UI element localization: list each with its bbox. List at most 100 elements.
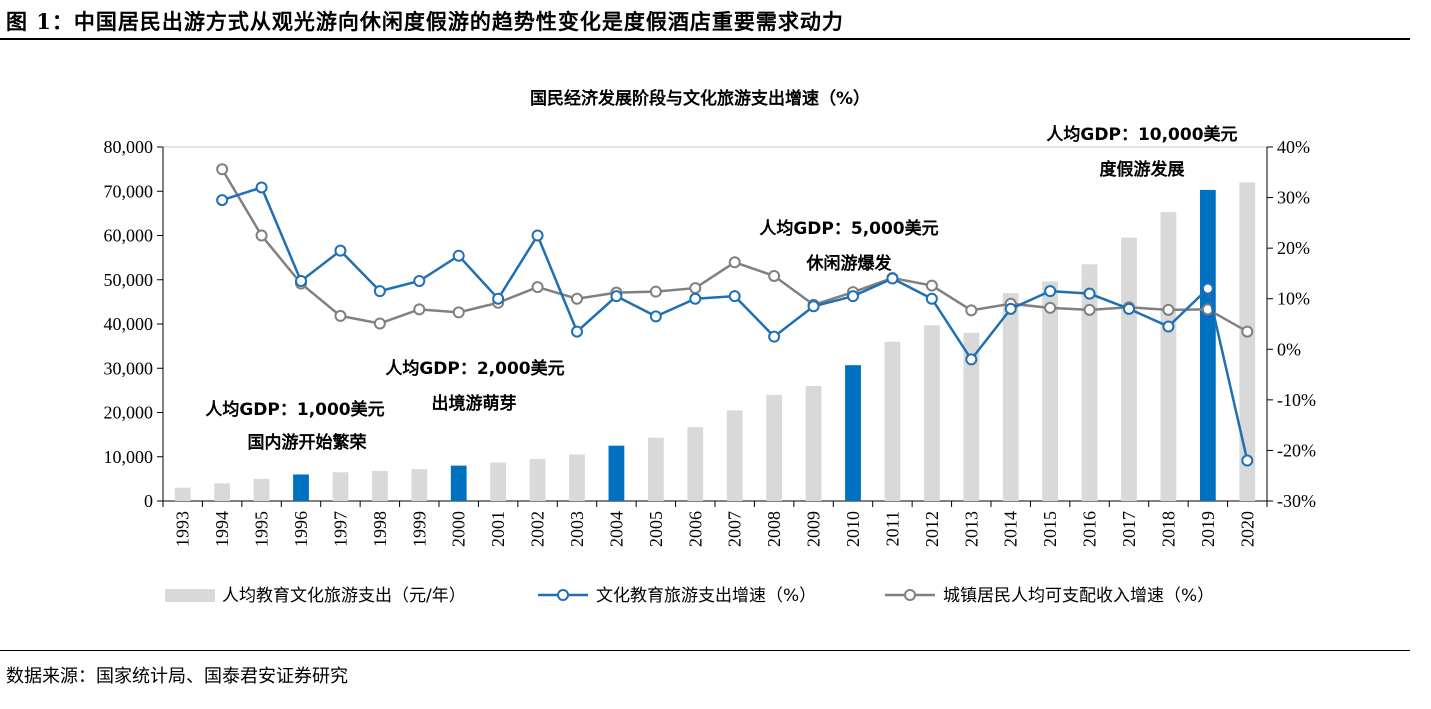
bar-1998 [371, 470, 388, 501]
income-growth-point [373, 317, 386, 330]
x-tick-label: 2008 [764, 511, 784, 547]
x-tick-label: 2000 [449, 511, 469, 547]
culture-spending-growth-point [452, 249, 465, 262]
x-tick-label: 2002 [528, 511, 548, 547]
bar-2008 [766, 394, 783, 501]
x-tick-label: 2019 [1198, 511, 1218, 547]
bar-2011 [884, 341, 901, 501]
left-tick-label: 60,000 [104, 226, 154, 246]
chart-title: 国民经济发展阶段与文化旅游支出增速（%） [530, 88, 870, 109]
culture-spending-growth-point [373, 285, 386, 298]
bar-1996 [293, 474, 309, 501]
legend-label-income: 城镇居民人均可支配收入增速（%） [943, 586, 1214, 606]
culture-spending-growth-point [1083, 287, 1096, 300]
annotation-stage-label: 出境游萌芽 [432, 393, 517, 414]
culture-spending-growth-point [216, 194, 229, 207]
x-tick-label: 2015 [1040, 511, 1060, 547]
left-tick-label: 20,000 [104, 403, 154, 423]
left-tick-label: 50,000 [104, 270, 154, 290]
income-growth-point [255, 229, 268, 242]
left-tick-label: 80,000 [104, 137, 154, 157]
bar-2016 [1081, 264, 1098, 501]
culture-spending-growth-point [413, 275, 426, 288]
right-y-axis: -30% -20% -10% 0% 10% 20% 30% 40% [1267, 137, 1316, 511]
bar-1995 [253, 478, 270, 501]
culture-spending-growth-point [768, 330, 781, 343]
x-tick-label: 2018 [1158, 511, 1178, 547]
x-tick-label: 2001 [488, 511, 508, 547]
income-growth-point [1044, 301, 1057, 314]
legend-label-culture: 文化教育旅游支出增速（%） [596, 586, 816, 606]
x-tick-label: 2006 [685, 511, 705, 547]
bar-1999 [411, 469, 428, 501]
right-tick-label: -10% [1277, 390, 1316, 410]
annotation-stage-label: 度假游发展 [1100, 159, 1185, 180]
bar-2003 [569, 454, 585, 501]
x-tick-label: 2003 [567, 511, 587, 547]
x-tick-label: 2011 [882, 511, 902, 546]
income-growth-point [689, 282, 702, 295]
x-tick-label: 2009 [804, 511, 824, 547]
bar-1997 [332, 472, 349, 501]
culture-spending-growth-point [925, 292, 938, 305]
annotation-stage-label: 休闲游爆发 [806, 253, 893, 274]
left-y-axis: 0 10,000 20,000 30,000 40,000 50,000 60,000 70,… [104, 137, 163, 511]
bar-2019 [1199, 189, 1216, 502]
right-tick-label: -20% [1277, 440, 1316, 460]
left-tick-label: 70,000 [104, 181, 154, 201]
culture-spending-growth-point [728, 290, 741, 303]
right-tick-label: 10% [1277, 289, 1310, 309]
right-tick-label: 0% [1277, 339, 1301, 359]
x-axis: 1993 1994 1995 1996 1997 1998 1999 2000 2001 2002… [162, 501, 1268, 547]
right-tick-label: 20% [1277, 238, 1310, 258]
culture-spending-growth-point [1201, 282, 1214, 295]
bar-1994 [214, 483, 231, 501]
income-growth-point [413, 303, 426, 316]
income-growth-point [216, 163, 229, 176]
x-tick-label: 2004 [606, 511, 626, 547]
income-growth-point [452, 306, 465, 319]
culture-spending-growth-point [689, 292, 702, 305]
top-rule [0, 38, 1410, 40]
culture-spending-growth-point [571, 325, 583, 338]
culture-spending-growth-point [334, 244, 347, 257]
bar-2004 [608, 445, 625, 501]
x-tick-label: 2007 [725, 511, 745, 547]
income-growth-point [768, 269, 781, 282]
x-tick-label: 2014 [1001, 511, 1021, 547]
x-tick-label: 1999 [409, 511, 429, 547]
culture-spending-growth-point [492, 292, 505, 305]
culture-spending-growth-point [965, 353, 978, 366]
bar-2020 [1239, 182, 1256, 501]
left-tick-label: 30,000 [104, 358, 154, 378]
income-growth-point [531, 281, 544, 294]
income-growth-point [649, 285, 662, 298]
bar-2007 [726, 410, 743, 501]
culture-spending-growth-point [1123, 302, 1135, 315]
bottom-rule [0, 650, 1410, 651]
left-tick-label: 10,000 [104, 447, 154, 467]
income-growth-point [571, 292, 583, 305]
income-growth-point [1162, 303, 1175, 316]
bar-2015 [1042, 281, 1059, 501]
legend-label-bar: 人均教育文化旅游支出（元/年） [222, 586, 466, 606]
x-tick-label: 1995 [252, 511, 272, 547]
bar-1993 [174, 487, 191, 501]
x-tick-label: 2020 [1237, 511, 1257, 547]
bar-2002 [529, 458, 546, 501]
x-tick-label: 2012 [922, 511, 942, 547]
x-tick-label: 1997 [330, 511, 350, 547]
income-growth-point [1083, 303, 1096, 316]
legend-swatch-culture-marker [557, 589, 569, 601]
x-tick-label: 1998 [370, 511, 390, 547]
culture-spending-growth-point [1004, 302, 1017, 315]
x-tick-label: 2016 [1080, 511, 1100, 547]
bar-2005 [647, 437, 664, 501]
line-series [216, 163, 1254, 467]
x-tick-label: 1996 [291, 511, 311, 547]
culture-spending-growth-point [255, 181, 268, 194]
x-tick-label: 1994 [212, 511, 232, 547]
right-tick-label: 30% [1277, 188, 1310, 208]
legend-swatch-bar [165, 589, 215, 602]
